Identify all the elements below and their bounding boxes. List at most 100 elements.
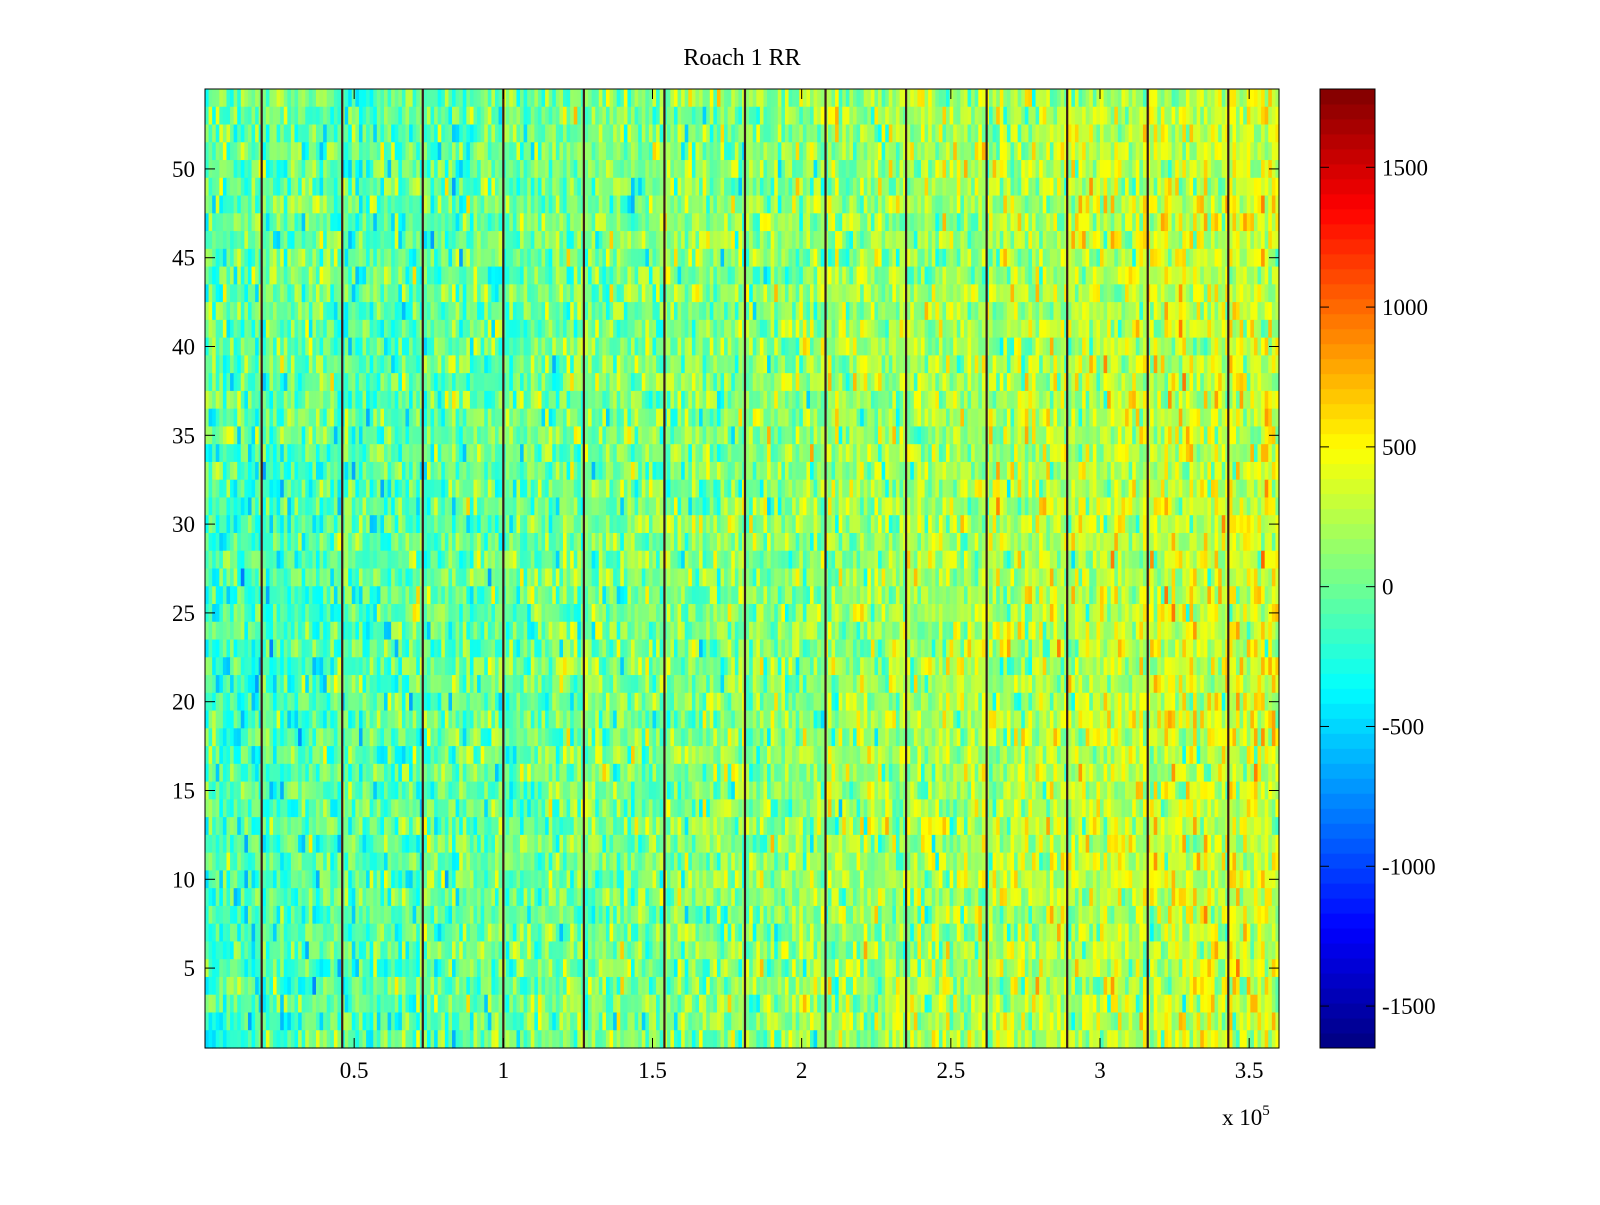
heatmap-cell bbox=[512, 177, 518, 197]
heatmap-cell bbox=[623, 337, 629, 356]
heatmap-cell bbox=[498, 160, 503, 179]
heatmap-cell bbox=[1228, 337, 1234, 356]
heatmap-cell bbox=[673, 266, 679, 285]
heatmap-cell bbox=[555, 266, 561, 285]
heatmap-cell bbox=[455, 266, 460, 285]
heatmap-cell bbox=[638, 266, 643, 285]
heatmap-cell bbox=[1142, 213, 1148, 232]
heatmap-cell bbox=[1257, 319, 1262, 339]
heatmap-cell bbox=[459, 337, 464, 356]
heatmap-cell bbox=[247, 284, 253, 303]
heatmap-cell bbox=[566, 284, 571, 303]
heatmap-cell bbox=[838, 124, 843, 143]
heatmap-cell bbox=[852, 106, 858, 126]
heatmap-cell bbox=[434, 160, 439, 179]
heatmap-cell bbox=[631, 177, 636, 197]
heatmap-cell bbox=[416, 337, 421, 356]
heatmap-cell bbox=[520, 213, 525, 232]
heatmap-cell bbox=[1153, 213, 1158, 232]
heatmap-cell bbox=[1082, 106, 1087, 126]
heatmap-cell bbox=[516, 337, 521, 356]
heatmap-cell bbox=[409, 319, 414, 339]
heatmap-cell bbox=[1078, 89, 1083, 108]
heatmap-cell bbox=[233, 177, 238, 197]
heatmap-cell bbox=[799, 231, 804, 250]
heatmap-cell bbox=[953, 355, 958, 374]
heatmap-cell bbox=[1142, 319, 1148, 339]
heatmap-cell bbox=[1024, 106, 1029, 126]
heatmap-cell bbox=[319, 284, 324, 303]
heatmap-cell bbox=[960, 355, 965, 374]
heatmap-cell bbox=[1264, 160, 1269, 179]
heatmap-cell bbox=[1243, 284, 1248, 303]
heatmap-cell bbox=[240, 248, 245, 268]
heatmap-cell bbox=[709, 319, 714, 339]
heatmap-cell bbox=[247, 248, 253, 268]
heatmap-cell bbox=[1117, 248, 1123, 268]
heatmap-cell bbox=[1046, 319, 1051, 339]
heatmap-cell bbox=[441, 355, 446, 374]
heatmap-cell bbox=[681, 124, 686, 143]
heatmap-cell bbox=[1031, 177, 1037, 197]
heatmap-cell bbox=[874, 160, 879, 179]
heatmap-cell bbox=[523, 106, 528, 126]
heatmap-cell bbox=[702, 124, 707, 143]
heatmap-cell bbox=[892, 248, 897, 268]
heatmap-cell bbox=[1261, 355, 1266, 374]
heatmap-cell bbox=[401, 302, 407, 321]
heatmap-cell bbox=[1164, 337, 1169, 356]
heatmap-cell bbox=[885, 248, 890, 268]
heatmap-cell bbox=[817, 319, 822, 339]
heatmap-cell bbox=[1125, 142, 1130, 161]
heatmap-cell bbox=[770, 160, 775, 179]
heatmap-cell bbox=[534, 248, 539, 268]
heatmap-cell bbox=[1035, 160, 1040, 179]
heatmap-cell bbox=[1210, 302, 1216, 321]
heatmap-cell bbox=[265, 266, 271, 285]
heatmap-cell bbox=[759, 195, 765, 214]
heatmap-cell bbox=[713, 160, 718, 179]
heatmap-cell bbox=[591, 319, 596, 339]
heatmap-cell bbox=[638, 124, 643, 143]
heatmap-cell bbox=[713, 195, 718, 214]
heatmap-cell bbox=[670, 284, 675, 303]
heatmap-cell bbox=[1214, 231, 1219, 250]
heatmap-cell bbox=[734, 213, 740, 232]
heatmap-cell bbox=[226, 106, 231, 126]
heatmap-cell bbox=[344, 284, 349, 303]
heatmap-cell bbox=[863, 89, 868, 108]
heatmap-cell bbox=[774, 355, 779, 374]
heatmap-cell bbox=[1189, 319, 1194, 339]
heatmap-cell bbox=[394, 337, 399, 356]
heatmap-cell bbox=[430, 160, 435, 179]
heatmap-cell bbox=[469, 319, 475, 339]
heatmap-cell bbox=[724, 195, 729, 214]
heatmap-cell bbox=[999, 89, 1004, 108]
heatmap-cell bbox=[910, 231, 915, 250]
heatmap-cell bbox=[1082, 231, 1087, 250]
heatmap-cell bbox=[240, 355, 245, 374]
heatmap-cell bbox=[634, 231, 639, 250]
heatmap-cell bbox=[935, 89, 940, 108]
heatmap-cell bbox=[348, 160, 353, 179]
heatmap-cell bbox=[1168, 195, 1173, 214]
heatmap-cell bbox=[1228, 195, 1234, 214]
heatmap-cell bbox=[960, 248, 965, 268]
heatmap-cell bbox=[1053, 213, 1058, 232]
heatmap-cell bbox=[1157, 160, 1162, 179]
heatmap-cell bbox=[831, 373, 836, 392]
heatmap-cell bbox=[588, 337, 593, 356]
heatmap-cell bbox=[763, 248, 768, 268]
heatmap-cell bbox=[1246, 124, 1251, 143]
heatmap-cell bbox=[441, 302, 446, 321]
heatmap-cell bbox=[1200, 231, 1205, 250]
heatmap-cell bbox=[1221, 302, 1226, 321]
heatmap-cell bbox=[1049, 248, 1055, 268]
heatmap-cell bbox=[1196, 248, 1201, 268]
heatmap-cell bbox=[434, 106, 439, 126]
heatmap-cell bbox=[1210, 355, 1216, 374]
heatmap-cell bbox=[1253, 231, 1259, 250]
heatmap-cell bbox=[1150, 142, 1155, 161]
heatmap-cell bbox=[290, 373, 296, 392]
heatmap-cell bbox=[448, 266, 453, 285]
